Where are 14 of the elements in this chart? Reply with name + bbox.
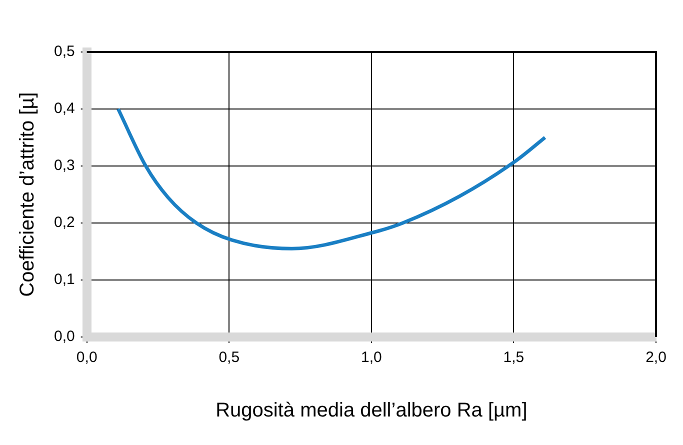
y-tick-label: 0,3 bbox=[54, 157, 75, 174]
x-tick-label: 1,5 bbox=[503, 349, 524, 366]
y-axis-title: Coefficiente d’attrito [µ] bbox=[16, 92, 39, 297]
y-tick-label: 0,2 bbox=[54, 214, 75, 232]
x-tick-label: 0,0 bbox=[76, 349, 98, 366]
x-axis-title: Rugosità media dell’albero Ra [µm] bbox=[216, 400, 528, 422]
x-tick-label: 0,5 bbox=[218, 349, 240, 366]
y-tick-label: 0,5 bbox=[54, 43, 75, 60]
x-tick-label: 1,0 bbox=[360, 349, 382, 366]
y-tick-label: 0,1 bbox=[54, 271, 75, 288]
y-tick-label: 0,4 bbox=[54, 100, 75, 118]
x-tick-label: 2,0 bbox=[646, 349, 666, 366]
y-tick-label: 0,0 bbox=[54, 328, 75, 346]
line-series bbox=[116, 107, 547, 250]
